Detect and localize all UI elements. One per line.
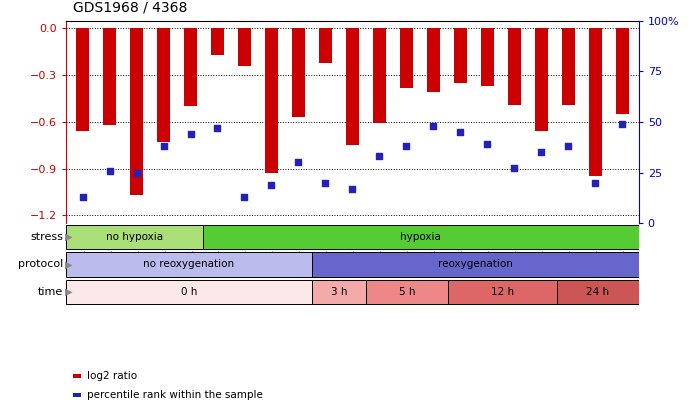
Point	[77, 194, 88, 200]
Bar	[557, 279, 639, 305]
Bar	[184, 28, 198, 107]
Text: 3 h: 3 h	[331, 287, 347, 297]
Bar	[454, 28, 467, 83]
Bar	[319, 28, 332, 63]
Text: no reoxygenation: no reoxygenation	[143, 260, 235, 269]
Text: reoxygenation: reoxygenation	[438, 260, 512, 269]
Point	[428, 123, 439, 129]
Point	[131, 169, 142, 176]
Bar	[292, 28, 305, 117]
Point	[266, 181, 277, 188]
Text: ▶: ▶	[65, 287, 73, 297]
Point	[536, 149, 547, 156]
Text: ▶: ▶	[65, 260, 73, 269]
Bar	[238, 28, 251, 66]
Point	[563, 143, 574, 149]
Point	[212, 125, 223, 131]
Bar	[366, 279, 448, 305]
Point	[347, 185, 358, 192]
Bar	[400, 28, 413, 87]
Point	[482, 141, 493, 147]
Bar	[265, 28, 279, 173]
Text: no hypoxia: no hypoxia	[106, 232, 163, 242]
Bar	[507, 28, 521, 105]
Point	[104, 167, 115, 174]
Bar	[588, 28, 602, 177]
Text: 12 h: 12 h	[491, 287, 514, 297]
Bar	[311, 252, 639, 277]
Bar	[426, 28, 440, 92]
Bar	[130, 28, 143, 195]
Text: log2 ratio: log2 ratio	[87, 371, 137, 381]
Point	[374, 153, 385, 160]
Text: ▶: ▶	[65, 232, 73, 242]
Bar	[103, 28, 117, 125]
Bar	[373, 28, 386, 124]
Bar	[481, 28, 494, 86]
Bar	[66, 252, 311, 277]
Point	[293, 159, 304, 166]
Point	[590, 179, 601, 186]
Point	[320, 179, 331, 186]
Point	[239, 194, 250, 200]
Bar	[311, 279, 366, 305]
Bar	[535, 28, 548, 131]
Point	[158, 143, 169, 149]
Point	[185, 131, 196, 137]
Text: hypoxia: hypoxia	[400, 232, 441, 242]
Text: time: time	[38, 287, 63, 297]
Bar	[66, 224, 202, 249]
Bar	[448, 279, 557, 305]
Bar	[562, 28, 575, 105]
Text: GDS1968 / 4368: GDS1968 / 4368	[73, 0, 188, 15]
Text: protocol: protocol	[17, 260, 63, 269]
Point	[617, 121, 628, 127]
Point	[401, 143, 412, 149]
Bar	[616, 28, 629, 114]
Bar	[346, 28, 359, 145]
Text: 24 h: 24 h	[586, 287, 609, 297]
Point	[509, 165, 520, 172]
Bar	[202, 224, 639, 249]
Bar	[157, 28, 170, 142]
Text: 5 h: 5 h	[399, 287, 415, 297]
Bar	[66, 279, 311, 305]
Text: 0 h: 0 h	[181, 287, 197, 297]
Point	[455, 129, 466, 135]
Text: percentile rank within the sample: percentile rank within the sample	[87, 390, 262, 400]
Text: stress: stress	[30, 232, 63, 242]
Bar	[76, 28, 89, 131]
Bar	[211, 28, 224, 55]
